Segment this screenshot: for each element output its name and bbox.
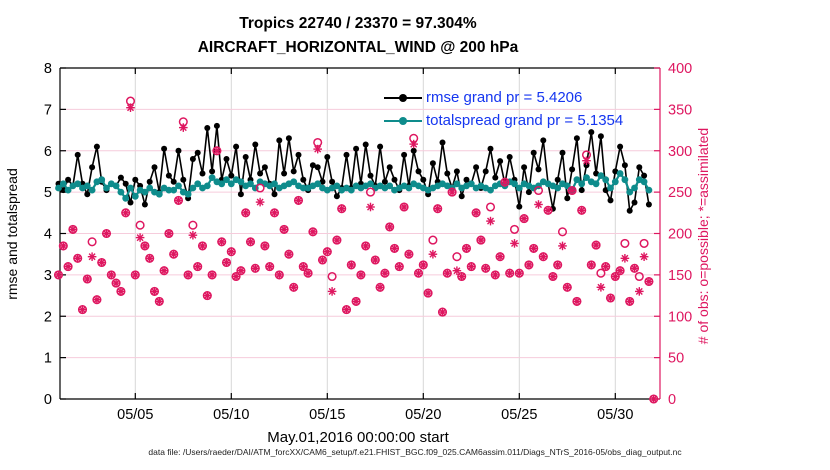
legend: rmse grand pr = 5.4206 totalspread grand… [384, 86, 623, 132]
x-axis-label: May.01,2016 00:00:00 start [267, 429, 449, 446]
svg-text:1: 1 [44, 351, 52, 367]
svg-text:0: 0 [44, 392, 52, 408]
figure-title: Tropics 22740 / 23370 = 97.304% [239, 15, 477, 32]
svg-text:350: 350 [668, 102, 692, 118]
svg-text:3: 3 [44, 268, 52, 284]
svg-text:05/05: 05/05 [117, 407, 153, 423]
rmse-line-swatch [384, 93, 422, 103]
svg-text:05/15: 05/15 [309, 407, 345, 423]
totalspread-line-swatch [384, 116, 422, 126]
svg-text:5: 5 [44, 185, 52, 201]
svg-text:05/25: 05/25 [501, 407, 537, 423]
svg-text:400: 400 [668, 61, 692, 77]
svg-text:8: 8 [44, 61, 52, 77]
svg-text:2: 2 [44, 309, 52, 325]
y-axis-label-right: # of obs: o=possible; *=assimilated [695, 127, 711, 345]
svg-text:100: 100 [668, 309, 692, 325]
svg-text:0: 0 [668, 392, 676, 408]
legend-item-totalspread: totalspread grand pr = 5.1354 [384, 109, 623, 132]
svg-text:05/30: 05/30 [597, 407, 633, 423]
legend-label-totalspread: totalspread grand pr = 5.1354 [426, 112, 624, 129]
svg-text:4: 4 [44, 227, 52, 243]
data-file-path: data file: /Users/raeder/DAI/ATM_forcXX/… [148, 447, 682, 457]
svg-text:6: 6 [44, 144, 52, 160]
svg-text:7: 7 [44, 102, 52, 118]
svg-text:05/10: 05/10 [213, 407, 249, 423]
figure-subtitle: AIRCRAFT_HORIZONTAL_WIND @ 200 hPa [197, 39, 519, 56]
legend-item-rmse: rmse grand pr = 5.4206 [384, 86, 623, 109]
svg-text:300: 300 [668, 144, 692, 160]
svg-text:200: 200 [668, 227, 692, 243]
svg-text:250: 250 [668, 185, 692, 201]
svg-text:50: 50 [668, 351, 684, 367]
legend-label-rmse: rmse grand pr = 5.4206 [426, 89, 583, 106]
svg-text:150: 150 [668, 268, 692, 284]
y-axis-label-left: rmse and totalspread [4, 168, 20, 300]
svg-text:05/20: 05/20 [405, 407, 441, 423]
